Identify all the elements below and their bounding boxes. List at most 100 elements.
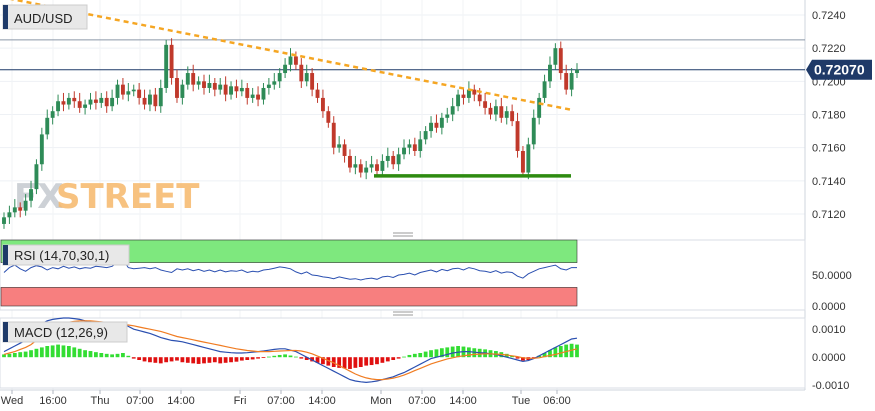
macd-histogram-bar: [229, 357, 233, 363]
panel-resize-handle-2[interactable]: [393, 311, 413, 316]
current-price-badge: 0.72070: [806, 59, 872, 80]
macd-histogram-bar: [423, 351, 428, 358]
x-axis-label: 14:00: [308, 395, 336, 407]
candle: [142, 89, 147, 110]
candle: [364, 160, 369, 180]
macd-histogram-bar: [158, 357, 163, 364]
candle: [575, 63, 579, 79]
candle: [88, 92, 93, 110]
candle: [439, 112, 444, 135]
candle: [488, 102, 493, 120]
candle: [423, 126, 428, 145]
macd-histogram-bar: [369, 357, 374, 366]
macd-panel[interactable]: MACD (12,26,9) 0.0010 0.0000 -0.0010: [0, 317, 849, 392]
macd-histogram-bar: [61, 345, 66, 358]
macd-histogram-bar: [153, 357, 158, 363]
candle: [342, 139, 347, 163]
macd-histogram-bar: [310, 357, 315, 362]
candle: [283, 58, 288, 79]
candle: [185, 66, 190, 90]
x-axis-label: Mon: [370, 395, 391, 407]
macd-histogram-bar: [104, 353, 109, 358]
x-axis-label: Wed: [1, 395, 23, 407]
macd-histogram-bar: [326, 357, 331, 366]
candle: [50, 106, 55, 125]
macd-histogram-bar: [385, 357, 390, 362]
candle: [229, 81, 233, 100]
candle: [380, 154, 385, 176]
price-tick-label: 0.7140: [812, 176, 846, 188]
candle: [12, 199, 17, 218]
rsi-panel[interactable]: RSI (14,70,30,1) 50.0000 0.0000: [0, 239, 852, 313]
candle: [266, 78, 271, 95]
macd-histogram-bar: [121, 353, 125, 358]
candle: [110, 89, 115, 112]
macd-histogram-bar: [564, 344, 569, 358]
candle: [320, 89, 325, 118]
rsi-overbought-zone: [0, 239, 578, 263]
macd-label-text: MACD (12,26,9): [14, 325, 108, 340]
macd-histogram-bar: [212, 357, 217, 363]
candle: [169, 38, 174, 85]
candle: [34, 159, 39, 195]
macd-histogram-bar: [142, 357, 147, 362]
candle: [277, 68, 282, 88]
macd-histogram-bar: [191, 357, 196, 364]
macd-histogram-bar: [7, 353, 12, 358]
macd-histogram-bar: [110, 354, 115, 358]
macd-histogram-bar: [234, 357, 239, 362]
macd-histogram-bar: [56, 344, 60, 358]
candle: [402, 139, 406, 160]
candle: [120, 78, 125, 100]
macd-histogram-bar: [196, 357, 201, 364]
macd-histogram-bar: [131, 357, 136, 359]
candle: [175, 69, 179, 103]
macd-histogram-bar: [466, 347, 471, 358]
rsi-line: [3, 258, 577, 281]
macd-histogram-bar: [380, 357, 385, 363]
current-price-text: 0.72070: [814, 62, 865, 78]
candle: [515, 112, 520, 158]
watermark-fx: FX: [14, 177, 63, 217]
candle: [558, 41, 563, 80]
macd-histogram-bar: [342, 357, 347, 369]
x-axis: Wed 16:00 Thu 07:00 14:00 Fri 07:00 14:00 Mon 07:…: [0, 389, 805, 407]
x-axis-label: 14:00: [449, 395, 477, 407]
macd-histogram-bar: [548, 350, 552, 358]
candle: [223, 76, 228, 102]
macd-histogram-bar: [77, 348, 82, 358]
macd-histogram-bar: [396, 357, 401, 359]
price-tick-label: 0.7120: [812, 209, 846, 221]
candle: [180, 79, 185, 105]
candle: [99, 92, 104, 108]
x-axis-label: Tue: [512, 395, 531, 407]
candle: [483, 92, 488, 115]
macd-histogram-bar: [429, 350, 433, 358]
candle: [385, 147, 390, 168]
candle: [158, 79, 163, 113]
candle: [569, 68, 574, 97]
candle: [153, 87, 158, 112]
macd-histogram-bar: [321, 357, 325, 365]
candle: [466, 81, 471, 103]
macd-histogram-bar: [315, 357, 320, 363]
candle: [326, 106, 331, 128]
rsi-tick-0: 0.0000: [812, 301, 846, 313]
candle: [418, 131, 423, 158]
candle: [520, 146, 525, 178]
candle: [493, 99, 498, 122]
macd-histogram-bar: [137, 357, 142, 360]
macd-histogram-bar: [88, 351, 93, 358]
macd-histogram-bar: [239, 357, 244, 361]
macd-histogram-bar: [34, 348, 39, 358]
price-tick-label: 0.7220: [812, 43, 846, 55]
candle: [202, 74, 206, 95]
candle: [396, 147, 401, 171]
rsi-oversold-zone: [0, 287, 578, 307]
macd-histogram-bar: [304, 357, 309, 360]
candle: [391, 150, 396, 170]
macd-histogram-bar: [266, 356, 271, 358]
macd-histogram-bar: [299, 357, 304, 359]
panel-resize-handle[interactable]: [393, 232, 413, 237]
